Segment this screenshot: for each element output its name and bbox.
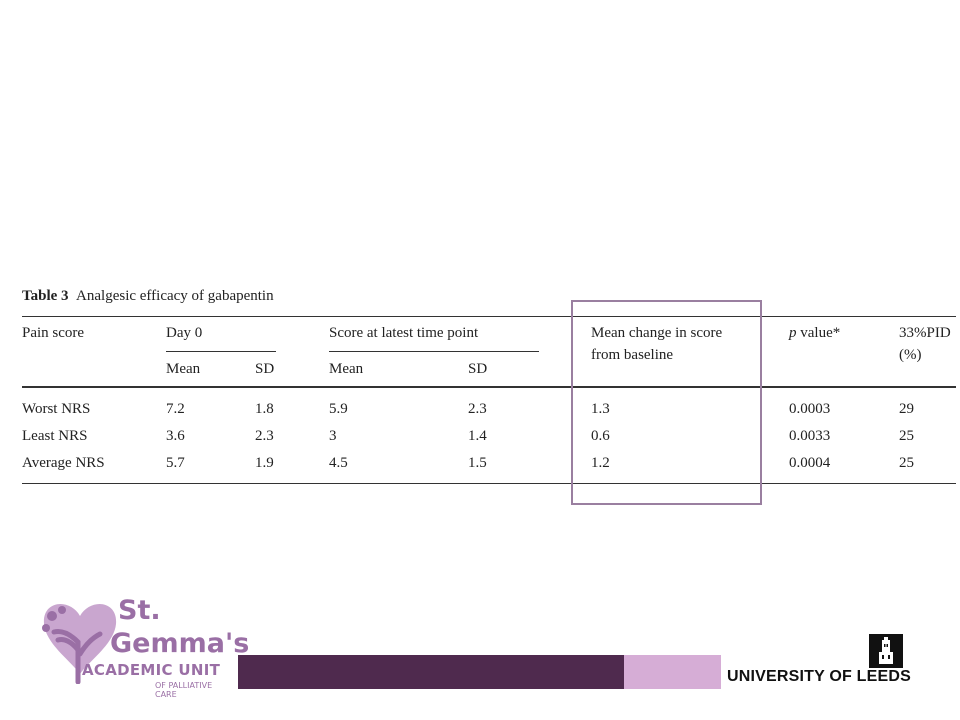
header-latest-sd: SD (468, 361, 488, 377)
cell-day0-sd: 1.8 (255, 401, 274, 417)
cell-pid: 29 (899, 401, 914, 417)
cell-day0-mean: 7.2 (166, 401, 185, 417)
cell-latest-sd: 1.4 (468, 428, 487, 444)
cell-latest-mean: 3 (329, 428, 337, 444)
day0-subrule (166, 351, 276, 352)
header-pid-2: (%) (899, 347, 922, 363)
latest-subrule (329, 351, 539, 352)
header-pain-score: Pain score (22, 325, 85, 341)
p-rest: value* (796, 325, 841, 341)
footer-bar-dark (238, 655, 624, 689)
logo-line4: OF PALLIATIVE CARE (155, 681, 213, 699)
cell-day0-sd: 2.3 (255, 428, 274, 444)
p-italic: p (789, 325, 797, 341)
cell-change: 0.6 (591, 428, 610, 444)
logo-line1: St. (118, 595, 161, 626)
cell-latest-mean: 5.9 (329, 401, 348, 417)
caption-title: Analgesic efficacy of gabapentin (76, 288, 274, 304)
header-rule (22, 386, 956, 388)
logo-line2: Gemma's (110, 628, 250, 659)
university-of-leeds-wordmark: UNIVERSITY OF LEEDS (727, 668, 911, 685)
leeds-tower-icon (869, 634, 903, 668)
cell-latest-mean: 4.5 (329, 455, 348, 471)
header-day0-mean: Mean (166, 361, 201, 377)
cell-day0-mean: 3.6 (166, 428, 185, 444)
cell-latest-sd: 1.5 (468, 455, 487, 471)
row-label: Average NRS (22, 455, 105, 471)
logo-line3: ACADEMIC UNIT (82, 661, 221, 679)
header-day0-sd: SD (255, 361, 275, 377)
cell-pid: 25 (899, 455, 914, 471)
row-label: Least NRS (22, 428, 88, 444)
cell-day0-mean: 5.7 (166, 455, 185, 471)
table-caption: Table 3 Analgesic efficacy of gabapentin (22, 288, 274, 305)
cell-p: 0.0033 (789, 428, 831, 444)
cell-p: 0.0003 (789, 401, 831, 417)
cell-change: 1.2 (591, 455, 610, 471)
heart-tree-icon (42, 604, 117, 684)
bottom-rule (22, 483, 956, 484)
st-gemmas-logo: St. Gemma's ACADEMIC UNIT OF PALLIATIVE … (40, 592, 249, 699)
top-rule (22, 316, 956, 317)
cell-latest-sd: 2.3 (468, 401, 487, 417)
header-pid-1: 33%PID (899, 325, 951, 341)
caption-label: Table 3 (22, 288, 69, 304)
cell-pid: 25 (899, 428, 914, 444)
header-latest: Score at latest time point (329, 325, 479, 341)
footer-bar-light (624, 655, 721, 689)
header-latest-mean: Mean (329, 361, 364, 377)
header-day0: Day 0 (166, 325, 203, 341)
header-mean-change-1: Mean change in score (591, 325, 723, 341)
cell-p: 0.0004 (789, 455, 831, 471)
cell-day0-sd: 1.9 (255, 455, 274, 471)
highlight-box (571, 300, 762, 505)
row-label: Worst NRS (22, 401, 91, 417)
cell-change: 1.3 (591, 401, 610, 417)
header-mean-change-2: from baseline (591, 347, 674, 363)
header-p-value: p value* (789, 322, 840, 344)
